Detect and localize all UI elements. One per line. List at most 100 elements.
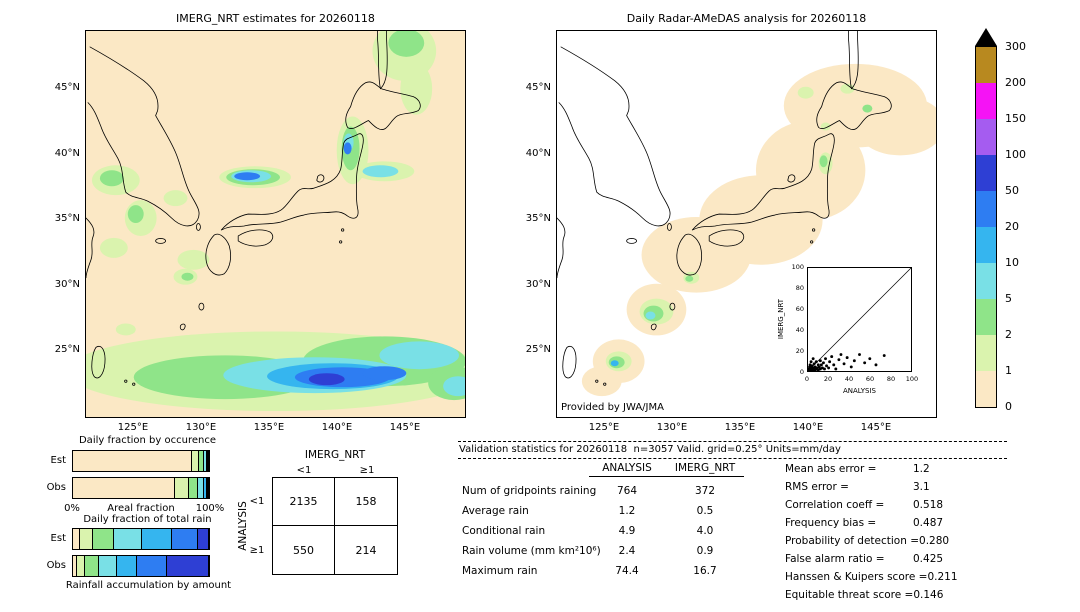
stat-label: False alarm ratio =	[785, 553, 885, 565]
colorbar-tick-label: 150	[1005, 112, 1026, 125]
stat-value: 0.146	[913, 589, 944, 601]
occurrence-bar-obs	[72, 477, 210, 499]
map-credit: Provided by JWA/JMA	[561, 402, 664, 413]
scatter-point	[825, 364, 828, 368]
lon-tick-label: 125°E	[588, 422, 620, 433]
inset-ytick-label: 40	[795, 326, 804, 334]
bar-segment	[73, 556, 78, 576]
inset-xtick-label: 20	[823, 375, 833, 383]
lat-tick-label: 25°N	[525, 344, 551, 355]
colorbar-tick-label: 10	[1005, 256, 1019, 269]
inset-ytick-label: 0	[799, 368, 804, 376]
inset-ytick-label: 60	[795, 305, 804, 313]
scatter-point	[809, 360, 813, 364]
lat-tick-label: 30°N	[525, 278, 551, 290]
inset-xtick-label: 100	[905, 375, 919, 383]
inset-ytick-label: 100	[791, 263, 804, 271]
bar-segment	[79, 529, 94, 549]
inset-xtick-label: 60	[865, 375, 875, 383]
bar-segment	[209, 451, 211, 471]
validation-row-label: Maximum rain	[462, 565, 538, 577]
validation-row: Num of gridpoints raining 764 372	[462, 485, 792, 505]
stat-label: Probability of detection =	[785, 535, 920, 547]
occurrence-bar-est	[72, 450, 211, 472]
colorbar-segment	[976, 335, 996, 371]
scatter-point	[814, 360, 818, 364]
bar-segment	[206, 478, 209, 498]
stat-label: Mean abs error =	[785, 463, 877, 475]
stat-line: Mean abs error = 1.2	[785, 460, 958, 478]
validation-header-underline	[589, 476, 744, 477]
scatter-point	[868, 357, 872, 361]
bar-segment	[142, 529, 173, 549]
colorbar-segment	[976, 47, 996, 83]
inset-ytick-label: 80	[795, 284, 804, 292]
validation-col-analysis: ANALYSIS	[602, 462, 652, 474]
stat-value: 0.211	[927, 571, 958, 583]
identity-line	[808, 268, 911, 371]
colorbar-tick-label: 0	[1005, 400, 1012, 413]
colorbar-labels: 300 200 150 100 50 20 10 5 2 1 0	[1005, 40, 1051, 413]
right-map: IMERG_NRT ANALYSIS 0 0 20 20 40 40 60 60 80 80 100…	[556, 30, 937, 418]
totalrain-bar-est	[72, 528, 210, 550]
validation-row-label: Rain volume (mm km²10⁶)	[462, 545, 601, 557]
lat-tick-label: 30°N	[54, 278, 80, 290]
scatter-point	[849, 365, 853, 369]
lon-tick-label: 145°E	[860, 422, 892, 433]
totalrain-title: Daily fraction of total rain	[83, 514, 212, 525]
scatter-point	[834, 367, 838, 371]
validation-value-analysis: 74.4	[615, 565, 639, 577]
validation-row: Average rain 1.2 0.5	[462, 505, 792, 525]
validation-divider-top	[458, 441, 1007, 442]
validation-row: Rain volume (mm km²10⁶) 2.4 0.9	[462, 545, 792, 565]
occurrence-xtick-0: 0%	[64, 503, 80, 514]
stat-line: Hanssen & Kuipers score =0.211	[785, 568, 958, 586]
occurrence-obs-label: Obs	[46, 482, 66, 493]
colorbar-segment	[976, 299, 996, 335]
scatter-point	[837, 358, 841, 362]
right-map-title: Daily Radar-AMeDAS analysis for 20260118	[626, 12, 867, 25]
scatter-point	[839, 353, 843, 356]
colorbar-segment	[976, 83, 996, 119]
colorbar-segment	[976, 263, 996, 299]
colorbar-tick-label: 20	[1005, 220, 1019, 233]
left-map-title: IMERG_NRT estimates for 20260118	[176, 12, 375, 25]
colorbar: 300 200 150 100 50 20 10 5 2 1 0	[975, 28, 1075, 424]
scatter-point	[863, 361, 867, 365]
validation-rows: Num of gridpoints raining 764 372 Average r…	[462, 485, 792, 585]
colorbar-tick-label: 5	[1005, 292, 1012, 305]
colorbar-tick-label: 50	[1005, 184, 1019, 197]
colorbar-segment	[976, 227, 996, 263]
validation-row: Maximum rain 74.4 16.7	[462, 565, 792, 585]
bar-segment	[208, 478, 210, 498]
colorbar-overflow-triangle	[975, 28, 997, 46]
bar-segment	[93, 529, 114, 549]
contingency-row-header-1: ≥1	[249, 545, 265, 556]
totalrain-bar-obs	[72, 555, 210, 577]
scatter-point	[823, 367, 826, 371]
contingency-col-header-1: ≥1	[359, 465, 375, 476]
lat-tick-label: 35°N	[525, 213, 551, 224]
colorbar-tick-label: 2	[1005, 328, 1012, 341]
contingency-table: 2135 158 550 214	[272, 477, 398, 575]
contingency-col-axis: IMERG_NRT	[304, 449, 366, 461]
bar-segment	[73, 478, 175, 498]
scatter-point	[858, 353, 861, 356]
bar-segment	[203, 478, 207, 498]
validation-divider-bottom	[458, 458, 1007, 459]
lon-tick-label: 140°E	[792, 422, 824, 433]
contingency-cell-false-alarm: 158	[335, 478, 397, 526]
stat-value: 1.2	[913, 463, 930, 475]
scatter-point	[824, 357, 827, 361]
scatter-points-svg	[808, 268, 911, 371]
colorbar-tick-label: 300	[1005, 40, 1026, 53]
bar-segment	[188, 478, 199, 498]
validation-value-imerg: 0.9	[696, 545, 714, 557]
contingency-cell-miss: 550	[273, 526, 335, 574]
bar-segment	[166, 556, 209, 576]
stat-line: Frequency bias = 0.487	[785, 514, 958, 532]
bar-segment	[199, 451, 204, 471]
bar-segment	[113, 529, 143, 549]
stat-value: 3.1	[913, 481, 930, 493]
